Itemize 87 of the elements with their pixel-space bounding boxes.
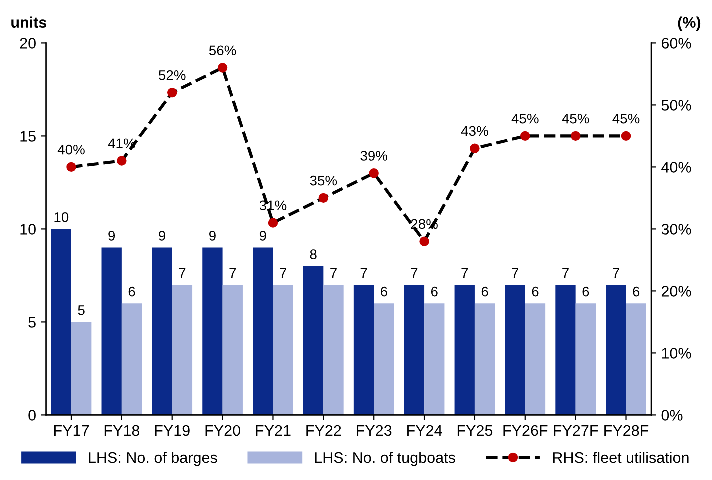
y2-axis-title: (%) — [678, 16, 701, 32]
data-label: 5 — [78, 306, 85, 316]
data-label: 9 — [159, 231, 166, 241]
y-axis-title: units — [12, 16, 47, 28]
bar — [525, 304, 546, 416]
y-tick-label: 20 — [20, 38, 36, 49]
x-tick-label: FY26F — [504, 425, 548, 436]
data-label: 9 — [210, 231, 216, 241]
bar — [273, 285, 294, 416]
y2-tick-label: 40% — [662, 162, 692, 173]
bar — [424, 304, 445, 416]
data-label: 31% — [260, 200, 287, 211]
x-tick-label: FY18 — [104, 425, 140, 436]
data-label: 7 — [280, 268, 286, 278]
y-tick-label: 0 — [28, 410, 36, 421]
bar — [474, 304, 496, 416]
data-label: 7 — [360, 268, 368, 278]
bar — [303, 266, 324, 416]
data-label: 9 — [108, 231, 116, 241]
bar — [172, 285, 193, 416]
data-label: 39% — [360, 151, 388, 161]
data-label: 6 — [381, 286, 388, 297]
data-label: 45% — [562, 114, 590, 124]
x-tick-label: FY24 — [408, 425, 442, 436]
y2-tick-label: 20% — [662, 286, 692, 297]
data-label: 7 — [411, 268, 418, 278]
data-label: 52% — [159, 70, 186, 80]
bar — [354, 285, 374, 416]
data-label: 8 — [310, 250, 317, 260]
bar — [122, 304, 142, 416]
y-tick-label: 10 — [20, 224, 36, 235]
data-label: 9 — [260, 231, 266, 241]
y2-tick-label: 0% — [662, 410, 683, 421]
bar — [71, 322, 92, 416]
data-label: 6 — [482, 286, 488, 297]
data-label: 43% — [461, 126, 488, 136]
bar — [222, 285, 243, 416]
bar — [253, 248, 274, 416]
bar — [51, 229, 72, 416]
y-tick-label: 5 — [28, 317, 36, 328]
data-label: 35% — [310, 176, 338, 186]
data-label: 45% — [512, 114, 539, 124]
bar — [576, 304, 596, 416]
data-label: 40% — [58, 144, 85, 155]
x-tick-label: FY22 — [306, 425, 342, 436]
bar — [505, 285, 526, 416]
x-tick-label: FY28F — [604, 425, 649, 436]
data-label: 7 — [613, 268, 620, 278]
data-label: 6 — [582, 286, 590, 297]
data-label: 7 — [330, 268, 337, 278]
x-tick-label: FY27F — [554, 425, 598, 436]
x-tick-label: FY23 — [357, 425, 392, 436]
y2-tick-label: 60% — [662, 38, 692, 49]
data-label: 6 — [532, 286, 539, 297]
legend-label: LHS: No. of tugboats — [315, 452, 456, 466]
data-label: 7 — [179, 268, 186, 278]
bar — [556, 285, 576, 416]
data-label: 45% — [612, 114, 640, 124]
x-tick-label: FY20 — [206, 425, 240, 436]
data-label: 7 — [562, 268, 569, 278]
data-label: 56% — [209, 46, 236, 56]
bar — [102, 248, 122, 416]
x-tick-label: FY21 — [256, 425, 291, 436]
data-label: 7 — [512, 268, 518, 278]
x-tick-label: FY19 — [155, 425, 190, 436]
data-label: 6 — [633, 286, 640, 297]
data-label: 6 — [128, 286, 136, 297]
bar — [374, 304, 394, 416]
bar — [626, 304, 646, 416]
x-tick-label: FY17 — [54, 425, 89, 436]
bar — [404, 285, 425, 416]
bar — [324, 285, 344, 416]
data-label: 10 — [54, 212, 69, 222]
y2-tick-label: 10% — [662, 348, 692, 359]
y2-tick-label: 30% — [662, 224, 692, 235]
y-tick-label: 15 — [20, 131, 36, 142]
bar — [606, 285, 626, 416]
data-label: 7 — [462, 268, 468, 278]
bar — [454, 285, 475, 416]
data-label: 7 — [230, 268, 236, 278]
data-label: 6 — [431, 286, 438, 297]
bar — [152, 248, 172, 416]
legend-label: LHS: No. of barges — [89, 452, 218, 466]
x-tick-label: FY25 — [458, 425, 493, 436]
bar — [202, 248, 223, 416]
y2-tick-label: 50% — [662, 100, 692, 111]
legend-label: RHS: fleet utilisation — [553, 452, 689, 464]
